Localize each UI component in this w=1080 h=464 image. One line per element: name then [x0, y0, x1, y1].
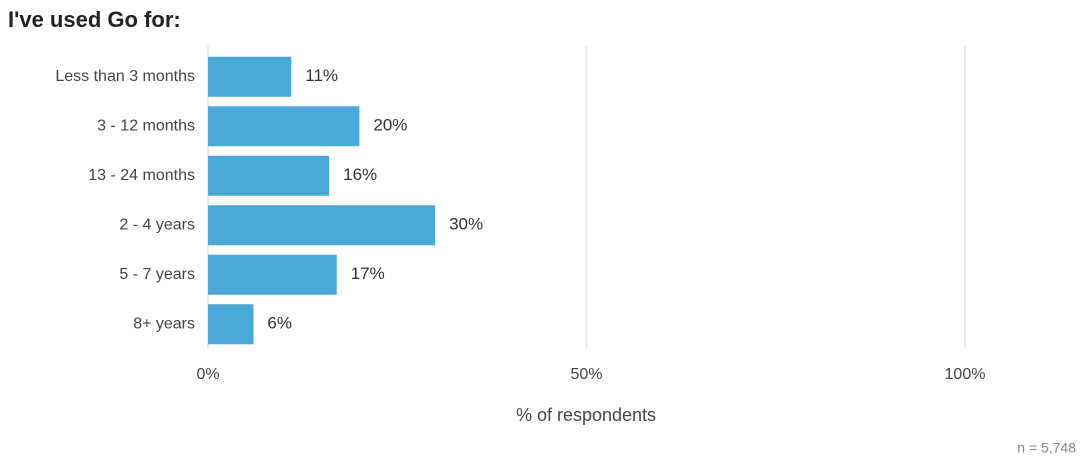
y-tick-label: 8+ years: [133, 315, 195, 332]
y-tick-label: 13 - 24 months: [88, 167, 195, 184]
value-label: 30%: [449, 215, 483, 234]
x-tick-label: 50%: [570, 366, 602, 383]
y-tick-label: 5 - 7 years: [119, 266, 195, 283]
bar: [208, 205, 436, 246]
bar: [208, 106, 360, 147]
sample-size-note: n = 5,748: [1017, 440, 1076, 456]
y-tick-label: 2 - 4 years: [119, 216, 195, 233]
x-tick-label: 100%: [945, 366, 986, 383]
x-tick-label: 0%: [196, 366, 219, 383]
value-label: 16%: [343, 165, 377, 184]
value-label: 17%: [351, 264, 385, 283]
y-tick-label: 3 - 12 months: [97, 117, 195, 134]
value-label: 11%: [305, 66, 338, 85]
value-label: 20%: [373, 116, 407, 135]
y-tick-label: Less than 3 months: [55, 68, 195, 85]
x-axis-label: % of respondents: [516, 405, 656, 425]
bar: [208, 304, 254, 345]
chart-title: I've used Go for:: [8, 7, 181, 32]
value-label: 6%: [267, 314, 292, 333]
bar: [208, 155, 330, 196]
bar: [208, 56, 292, 97]
bar: [208, 254, 337, 295]
